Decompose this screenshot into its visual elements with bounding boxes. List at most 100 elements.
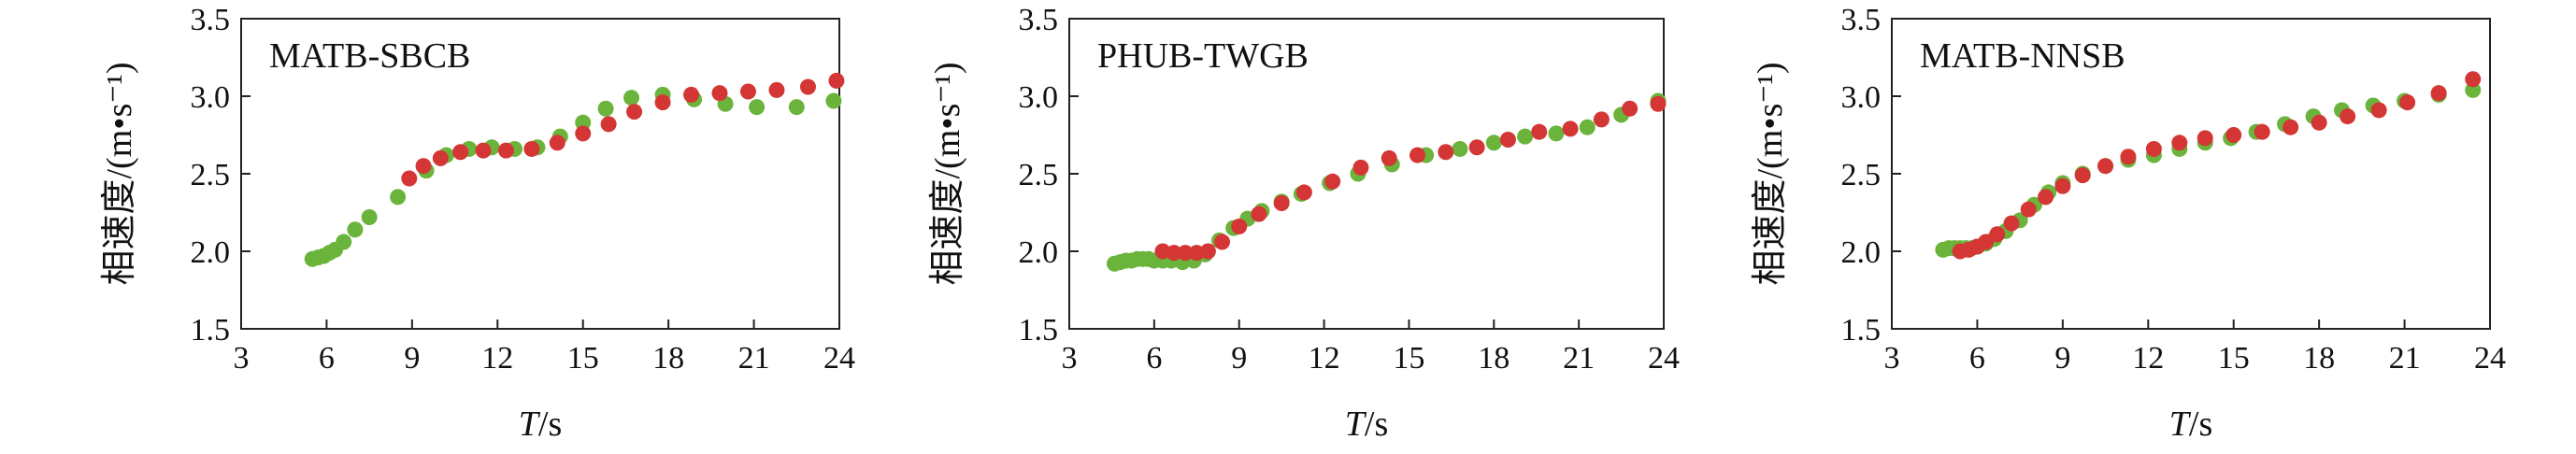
x-axis-unit: /s	[538, 404, 562, 444]
y-axis-unit: (m•s⁻¹)	[928, 63, 967, 169]
data-point-red	[452, 144, 469, 161]
data-point-red	[683, 86, 700, 103]
y-tick-label: 3.5	[1841, 3, 1882, 37]
data-point-red	[2399, 94, 2416, 111]
data-point-red	[2430, 85, 2447, 102]
y-tick-label: 3.0	[191, 80, 231, 115]
data-point-green	[390, 189, 407, 206]
y-tick-label: 1.5	[1019, 313, 1059, 348]
data-point-red	[1251, 206, 1267, 222]
chart-panel-2: 3 6 9 12 15 18 21 24 1.5 2.0 2.5 3.0 3.5 PHUB-TWGB T/s…	[928, 3, 1680, 444]
x-axis-unit: /s	[2189, 404, 2212, 444]
y-axis-title: 相速度/(m•s⁻¹)	[100, 63, 139, 286]
data-point-red	[2283, 119, 2299, 135]
data-point-red	[1989, 226, 2006, 243]
data-point-red	[2120, 149, 2137, 165]
x-tick-label: 6	[1146, 341, 1162, 376]
x-axis-title: T/s	[2169, 404, 2213, 444]
data-point-red	[549, 135, 565, 151]
y-tick-label: 2.5	[191, 158, 231, 192]
data-point-green	[1452, 140, 1468, 157]
x-tick-label: 18	[2303, 341, 2335, 376]
x-axis-title: T/s	[519, 404, 563, 444]
panel-title: PHUB-TWGB	[1097, 36, 1309, 76]
data-point-green	[788, 99, 805, 116]
data-point-red	[1978, 234, 1995, 250]
data-point-red	[2097, 158, 2114, 175]
data-point-red	[1295, 184, 1312, 201]
x-tick-label: 9	[1231, 341, 1247, 376]
y-axis-label: 相速度/	[100, 168, 139, 285]
x-tick-label: 9	[2054, 341, 2070, 376]
data-point-red	[2171, 135, 2188, 151]
series-green	[304, 86, 842, 267]
data-point-green	[1548, 125, 1565, 142]
data-point-red	[1562, 121, 1579, 137]
data-point-green	[2465, 81, 2482, 98]
data-point-green	[336, 234, 352, 250]
data-point-green	[749, 99, 766, 116]
chart-panel-1: 3 6 9 12 15 18 21 24 1.5 2.0 2.5 3.0 3.5 MATB-SBCB T/s…	[100, 3, 855, 444]
data-point-red	[1214, 234, 1231, 250]
data-point-red	[1177, 245, 1194, 262]
data-point-red	[2074, 167, 2091, 184]
data-point-green	[1485, 135, 1502, 151]
x-tick-label: 24	[823, 341, 855, 376]
data-point-green	[825, 92, 842, 109]
data-point-green	[347, 221, 364, 238]
y-tick-label: 3.0	[1019, 80, 1059, 115]
data-point-red	[2465, 71, 2482, 88]
data-point-red	[575, 125, 592, 142]
data-point-red	[739, 83, 756, 100]
data-point-red	[2038, 189, 2054, 206]
data-point-green	[1579, 119, 1596, 135]
series-red	[1154, 95, 1667, 262]
data-point-green	[361, 208, 378, 225]
data-point-green	[575, 114, 592, 131]
data-point-red	[1273, 195, 1290, 212]
x-tick-label: 3	[1062, 341, 1078, 376]
data-point-red	[475, 142, 492, 159]
data-point-red	[2340, 108, 2356, 125]
y-tick-label: 2.0	[1019, 235, 1059, 270]
data-point-red	[799, 78, 816, 95]
data-point-red	[768, 81, 785, 98]
data-point-green	[597, 100, 614, 117]
x-tick-label: 24	[2474, 341, 2506, 376]
x-tick-label: 15	[2218, 341, 2250, 376]
y-tick-label: 2.5	[1019, 158, 1059, 192]
y-axis-label: 相速度/	[1751, 168, 1790, 285]
y-tick-label: 2.5	[1841, 158, 1882, 192]
data-point-red	[1468, 139, 1485, 156]
data-point-red	[401, 170, 418, 187]
data-point-red	[1352, 159, 1369, 176]
data-point-red	[1166, 245, 1182, 262]
data-point-red	[2020, 201, 2037, 218]
x-axis-variable: T	[519, 404, 541, 444]
x-axis-unit: /s	[1365, 404, 1388, 444]
data-point-red	[1231, 218, 1248, 234]
y-axis-label: 相速度/	[928, 168, 967, 285]
x-tick-label: 21	[2389, 341, 2421, 376]
data-point-red	[828, 72, 845, 89]
data-point-red	[1531, 123, 1548, 140]
y-axis-title: 相速度/(m•s⁻¹)	[1751, 63, 1790, 286]
y-tick-label: 1.5	[1841, 313, 1882, 348]
data-point-red	[1650, 95, 1667, 112]
data-point-red	[523, 140, 540, 157]
y-tick-label: 3.5	[1019, 3, 1059, 37]
x-tick-label: 6	[319, 341, 335, 376]
data-point-red	[1324, 173, 1341, 190]
data-point-red	[626, 104, 643, 121]
data-point-red	[2197, 130, 2213, 147]
x-axis-title: T/s	[1345, 404, 1389, 444]
x-axis-variable: T	[2169, 404, 2192, 444]
data-point-red	[711, 85, 728, 102]
y-tick-label: 2.0	[191, 235, 231, 270]
data-point-red	[654, 94, 671, 111]
x-tick-label: 18	[652, 341, 684, 376]
panel-title: MATB-NNSB	[1920, 36, 2125, 76]
y-axis-unit: (m•s⁻¹)	[100, 63, 139, 169]
x-tick-label: 18	[1478, 341, 1510, 376]
x-tick-label: 21	[738, 341, 770, 376]
